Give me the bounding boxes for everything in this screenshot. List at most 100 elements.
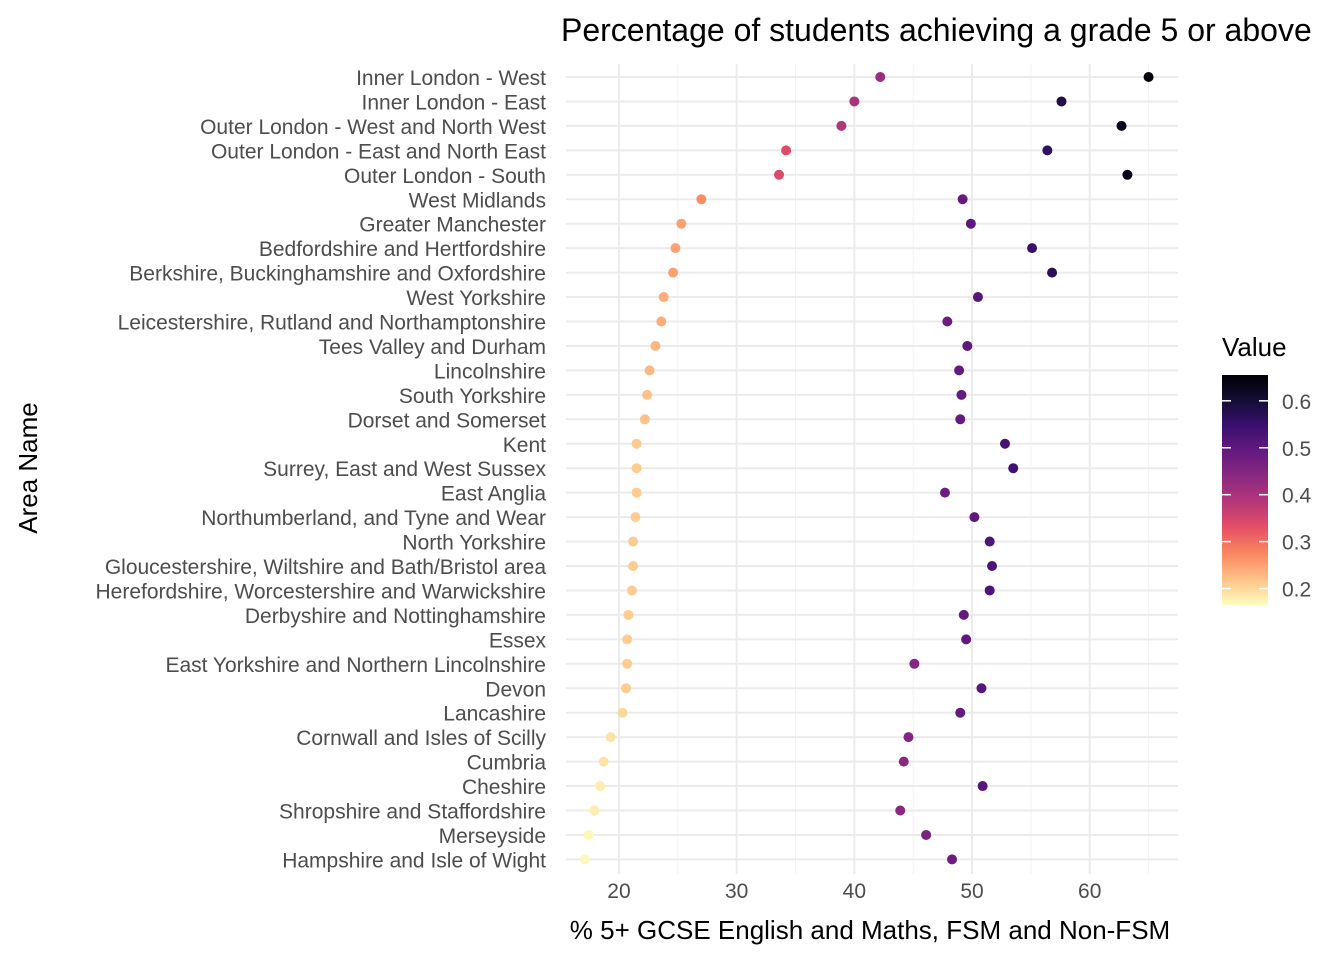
y-tick-label: West Yorkshire <box>406 287 546 310</box>
x-axis-title: % 5+ GCSE English and Maths, FSM and Non… <box>570 915 1170 945</box>
legend-tick-label: 0.6 <box>1282 391 1311 414</box>
legend-colorbar <box>1222 375 1268 605</box>
legend-title: Value <box>1222 332 1287 362</box>
data-point <box>955 414 966 425</box>
data-point <box>628 561 639 571</box>
data-point <box>589 805 600 816</box>
data-point <box>875 72 886 82</box>
y-tick-label: Leicestershire, Rutland and Northamptons… <box>118 312 546 335</box>
data-point <box>1143 72 1154 82</box>
data-point <box>622 658 633 669</box>
data-point <box>909 658 920 669</box>
plot-grid <box>566 64 1178 874</box>
y-tick-label: Cheshire <box>462 776 546 799</box>
y-tick-label: Surrey, East and West Sussex <box>263 458 546 481</box>
y-tick-label: Essex <box>489 629 547 652</box>
y-tick-label: East Yorkshire and Northern Lincolnshire <box>165 654 546 677</box>
data-point <box>958 609 969 620</box>
y-tick-label: Herefordshire, Worcestershire and Warwic… <box>96 580 546 603</box>
data-point <box>1122 169 1133 180</box>
data-point <box>623 609 634 620</box>
y-tick-label: Inner London - West <box>356 67 546 90</box>
y-tick-label: Lancashire <box>443 703 546 726</box>
y-tick-label: West Midlands <box>409 189 546 212</box>
data-point <box>622 634 633 645</box>
data-point <box>942 316 953 327</box>
data-point <box>631 463 642 474</box>
data-point <box>583 829 594 840</box>
y-tick-label: Cumbria <box>467 752 547 775</box>
y-tick-label: Bedfordshire and Hertfordshire <box>259 238 546 261</box>
y-tick-label: Devon <box>485 678 546 701</box>
data-point <box>621 683 632 694</box>
data-point <box>1008 463 1019 474</box>
data-point <box>595 781 606 792</box>
legend-tick-label: 0.5 <box>1282 438 1311 461</box>
data-point <box>642 389 653 400</box>
y-tick-label: Tees Valley and Durham <box>319 336 546 359</box>
data-point <box>972 292 983 303</box>
legend-ticks: 0.2 0.3 0.4 0.5 0.6 <box>1222 391 1312 602</box>
data-point <box>631 487 642 498</box>
x-tick-label: 40 <box>843 880 866 903</box>
data-point <box>1047 267 1058 278</box>
data-point <box>954 365 965 376</box>
data-point <box>939 487 950 498</box>
data-point <box>579 854 590 865</box>
y-tick-label: East Anglia <box>441 483 546 506</box>
data-point <box>956 389 967 400</box>
data-point <box>849 96 860 107</box>
data-point <box>984 536 995 547</box>
data-point <box>650 340 661 351</box>
y-tick-label: South Yorkshire <box>399 385 546 408</box>
data-point <box>895 805 906 816</box>
data-point <box>999 438 1010 449</box>
data-point <box>836 120 847 131</box>
data-point <box>628 536 639 547</box>
data-point <box>658 292 669 303</box>
data-point <box>987 561 998 571</box>
data-point <box>976 683 987 694</box>
x-tick-label: 50 <box>960 880 983 903</box>
x-tick-label: 30 <box>725 880 748 903</box>
data-point <box>984 585 995 596</box>
y-tick-label: Kent <box>503 434 546 457</box>
data-point <box>598 756 609 767</box>
y-tick-label: Merseyside <box>439 825 546 848</box>
y-tick-label: Northumberland, and Tyne and Wear <box>201 507 546 530</box>
y-tick-label: Hampshire and Isle of Wight <box>282 849 546 872</box>
data-point <box>670 243 681 254</box>
legend-tick-label: 0.3 <box>1282 532 1311 555</box>
y-tick-label: Outer London - South <box>344 165 546 188</box>
data-point <box>1056 96 1067 107</box>
color-legend: Value 0.2 0.3 0.4 0.5 0.6 <box>1222 332 1312 605</box>
x-tick-label: 20 <box>607 880 630 903</box>
data-point <box>676 218 687 229</box>
data-point <box>639 414 650 425</box>
y-tick-label: North Yorkshire <box>402 532 546 555</box>
y-tick-label: Shropshire and Staffordshire <box>279 801 546 824</box>
data-point <box>1027 243 1038 254</box>
data-point <box>965 218 976 229</box>
data-point <box>781 145 792 156</box>
data-points <box>579 72 1154 865</box>
y-tick-label: Dorset and Somerset <box>348 409 547 432</box>
chart-title: Percentage of students achieving a grade… <box>561 12 1312 48</box>
data-point <box>969 512 980 523</box>
data-point <box>921 829 932 840</box>
data-point <box>631 438 642 449</box>
x-axis-tick-labels: 20 30 40 50 60 <box>607 880 1101 903</box>
data-point <box>947 854 958 865</box>
y-tick-label: Lincolnshire <box>434 360 546 383</box>
y-tick-label: Outer London - West and North West <box>200 116 546 139</box>
x-tick-label: 60 <box>1078 880 1101 903</box>
data-point <box>955 707 966 718</box>
y-tick-label: Inner London - East <box>362 91 547 114</box>
y-tick-label: Outer London - East and North East <box>211 140 546 163</box>
data-point <box>903 732 914 743</box>
data-point <box>644 365 655 376</box>
data-point <box>626 585 637 596</box>
data-point <box>605 732 616 743</box>
